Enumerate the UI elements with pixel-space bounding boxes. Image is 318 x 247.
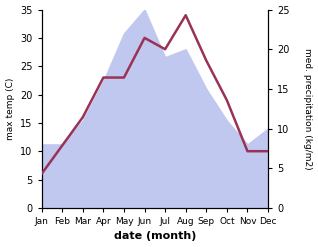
- Y-axis label: max temp (C): max temp (C): [5, 78, 15, 140]
- Y-axis label: med. precipitation (kg/m2): med. precipitation (kg/m2): [303, 48, 313, 169]
- X-axis label: date (month): date (month): [114, 231, 196, 242]
